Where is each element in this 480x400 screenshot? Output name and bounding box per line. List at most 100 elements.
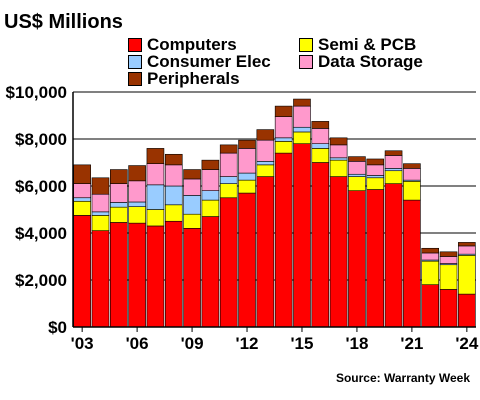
bar-segment-2022-computers — [421, 284, 440, 328]
legend-swatch-semi-pcb — [299, 38, 313, 52]
bar-segment-2020-computers — [384, 183, 403, 328]
bar-segment-2004-computers — [91, 230, 110, 328]
bar-segment-2013-data-storage — [256, 139, 275, 162]
bar-segment-2019-peripherals — [366, 158, 385, 166]
bar-segment-2007-peripherals — [146, 148, 165, 164]
legend-label-peripherals: Peripherals — [147, 69, 240, 88]
legend-swatch-data-storage — [299, 55, 313, 69]
bar-segment-2015-peripherals — [293, 98, 311, 107]
bar-segment-2023-computers — [439, 289, 458, 328]
y-tick-label-5: $10,000 — [6, 83, 67, 102]
y-tick-label-1: $2,000 — [15, 271, 67, 290]
source-note: Source: Warranty Week — [335, 371, 470, 385]
bar-segment-2009-peripherals — [183, 169, 201, 180]
bar-segment-2013-peripherals — [256, 129, 275, 141]
bar-segment-2007-computers — [146, 225, 165, 328]
bar-segment-2023-semi-pcb — [439, 264, 458, 290]
bar-segment-2008-consumer-elec — [164, 185, 183, 206]
bar-segment-2006-consumer-elec — [128, 201, 146, 207]
bar-segment-2016-data-storage — [311, 128, 330, 144]
bar-segment-2014-consumer-elec — [274, 137, 293, 142]
legend-item-computers: Computers — [128, 35, 237, 55]
bar-segment-2009-computers — [183, 228, 201, 328]
bar-segment-2017-peripherals — [329, 137, 348, 146]
bar-segment-2004-consumer-elec — [91, 211, 110, 216]
x-tick-label-0: '03 — [71, 334, 94, 353]
bar-segment-2022-data-storage — [421, 252, 440, 261]
bar-segment-2014-computers — [274, 152, 293, 328]
bar-segment-2008-data-storage — [164, 164, 183, 187]
legend-swatch-peripherals — [128, 72, 142, 86]
bar-segment-2021-data-storage — [403, 168, 421, 181]
bar-segment-2013-computers — [256, 176, 275, 328]
bar-segment-2004-data-storage — [91, 193, 110, 213]
bar-segment-2015-computers — [293, 143, 311, 328]
bar-segment-2005-consumer-elec — [110, 202, 128, 208]
x-tick-label-2: '09 — [181, 334, 204, 353]
bar-segment-2020-data-storage — [384, 155, 403, 169]
bar-segment-2017-data-storage — [329, 144, 348, 159]
bar-segment-2016-computers — [311, 162, 330, 328]
y-tick-label-3: $6,000 — [15, 177, 67, 196]
bar-segment-2011-consumer-elec — [219, 176, 238, 184]
bar-segment-2005-semi-pcb — [110, 206, 128, 223]
x-tick-label-1: '06 — [126, 334, 149, 353]
bar-segment-2009-semi-pcb — [183, 213, 201, 229]
bar-segment-2008-peripherals — [164, 153, 183, 166]
bar-segment-2022-peripherals — [421, 247, 440, 254]
bar-segment-2017-semi-pcb — [329, 159, 348, 177]
bar-segment-2019-data-storage — [366, 164, 385, 176]
bar-segment-2015-consumer-elec — [293, 126, 311, 133]
bar-segment-2024-data-storage — [458, 245, 476, 255]
bar-segment-2006-peripherals — [128, 165, 146, 182]
bar-segment-2012-consumer-elec — [238, 172, 256, 181]
bar-segment-2003-consumer-elec — [73, 197, 91, 202]
bar-segment-2018-peripherals — [348, 156, 366, 162]
legend-item-semi-pcb: Semi & PCB — [299, 35, 416, 55]
bar-segment-2021-semi-pcb — [403, 181, 421, 201]
bar-segment-2014-semi-pcb — [274, 141, 293, 154]
bar-segment-2009-data-storage — [183, 178, 201, 196]
bar-segment-2003-computers — [73, 215, 91, 328]
bar-segment-2011-semi-pcb — [219, 183, 238, 199]
bar-segment-2005-computers — [110, 222, 128, 328]
bar-segment-2008-computers — [164, 220, 183, 328]
bar-segment-2003-semi-pcb — [73, 200, 91, 216]
x-tick-label-4: '15 — [291, 334, 314, 353]
legend-item-peripherals: Peripherals — [128, 69, 240, 89]
bar-segment-2015-data-storage — [293, 105, 311, 128]
bar-segment-2018-consumer-elec — [348, 173, 366, 177]
bar-segment-2012-data-storage — [238, 148, 256, 174]
bar-segment-2024-computers — [458, 293, 476, 328]
y-tick-label-2: $4,000 — [15, 224, 67, 243]
bar-segment-2006-data-storage — [128, 180, 146, 203]
bar-segment-2019-computers — [366, 189, 385, 328]
bar-segment-2017-computers — [329, 176, 348, 328]
bar-segment-2011-computers — [219, 197, 238, 328]
bar-segment-2010-consumer-elec — [201, 190, 220, 201]
bar-segment-2017-consumer-elec — [329, 157, 348, 161]
bar-segment-2010-computers — [201, 216, 220, 328]
bar-segment-2010-semi-pcb — [201, 199, 220, 217]
bar-segment-2007-semi-pcb — [146, 209, 165, 227]
bar-segment-2023-peripherals — [439, 251, 458, 257]
bar-segment-2003-peripherals — [73, 164, 91, 184]
bar-segment-2020-consumer-elec — [384, 168, 403, 172]
bar-segment-2024-semi-pcb — [458, 255, 476, 295]
bar-segment-2008-semi-pcb — [164, 204, 183, 222]
bar-segment-2016-consumer-elec — [311, 143, 330, 149]
bar-segment-2022-semi-pcb — [421, 260, 440, 286]
bar-segment-2004-semi-pcb — [91, 215, 110, 231]
bar-segment-2013-semi-pcb — [256, 164, 275, 177]
bar-segment-2009-consumer-elec — [183, 195, 201, 215]
bar-segment-2020-semi-pcb — [384, 170, 403, 184]
y-tick-label-4: $8,000 — [15, 130, 67, 149]
x-tick-label-7: '24 — [455, 334, 478, 353]
bar-segment-2016-semi-pcb — [311, 148, 330, 163]
bar-segment-2018-computers — [348, 190, 366, 328]
bar-segment-2005-peripherals — [110, 169, 128, 184]
bar-segment-2023-data-storage — [439, 256, 458, 264]
y-tick-label-0: $0 — [48, 318, 67, 337]
